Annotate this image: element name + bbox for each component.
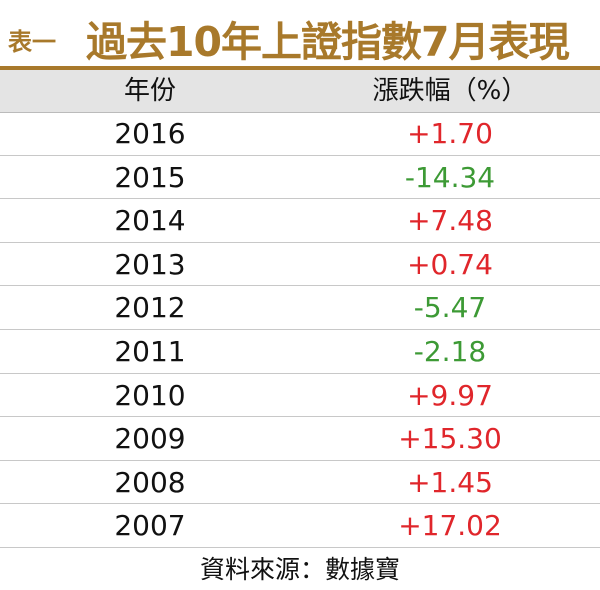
column-header: 漲跌幅（%） xyxy=(372,76,528,106)
change-cell: +1.70 xyxy=(407,117,493,150)
table-row: 2010 +9.97 xyxy=(0,374,600,418)
table-row: 2012 -5.47 xyxy=(0,286,600,330)
year-cell: 2013 xyxy=(114,247,186,281)
year-cell: 2009 xyxy=(114,422,186,456)
table-title: 過去10年上證指數7月表現 xyxy=(86,18,570,66)
table-row: 2007 +17.02 xyxy=(0,504,600,548)
year-cell: 2012 xyxy=(114,291,186,325)
year-cell: 2015 xyxy=(114,160,186,194)
table-label: 表一 xyxy=(8,28,56,56)
change-cell: -5.47 xyxy=(413,291,487,325)
table-row: 2014 +7.48 xyxy=(0,199,600,243)
year-cell: 2007 xyxy=(114,509,186,543)
table-row: 2016 +1.70 xyxy=(0,112,600,156)
table-row: 2013 +0.74 xyxy=(0,243,600,287)
table-row: 2009 +15.30 xyxy=(0,417,600,461)
change-cell: -2.18 xyxy=(413,335,487,368)
title-bar: 表一 過去10年上證指數7月表現 xyxy=(0,0,600,66)
change-cell: +17.02 xyxy=(398,509,502,543)
title-rule xyxy=(0,66,600,70)
change-cell: -14.34 xyxy=(404,160,496,194)
change-cell: +1.45 xyxy=(407,465,493,499)
column-header: 年份 xyxy=(123,76,176,106)
year-cell: 2016 xyxy=(114,117,186,150)
table-row: 2015 -14.34 xyxy=(0,156,600,200)
change-cell: +7.48 xyxy=(407,204,493,238)
table-row: 2008 +1.45 xyxy=(0,461,600,505)
year-cell: 2010 xyxy=(114,378,186,412)
year-cell: 2008 xyxy=(114,465,186,499)
source-note: 資料來源：數據寶 xyxy=(199,555,400,584)
header-row: 年份 漲跌幅（%） xyxy=(0,70,600,113)
change-cell: +9.97 xyxy=(407,378,493,412)
table-row: 2011 -2.18 xyxy=(0,330,600,374)
year-cell: 2014 xyxy=(114,204,186,238)
change-cell: +15.30 xyxy=(398,422,502,456)
year-cell: 2011 xyxy=(114,335,186,368)
change-cell: +0.74 xyxy=(407,247,493,281)
